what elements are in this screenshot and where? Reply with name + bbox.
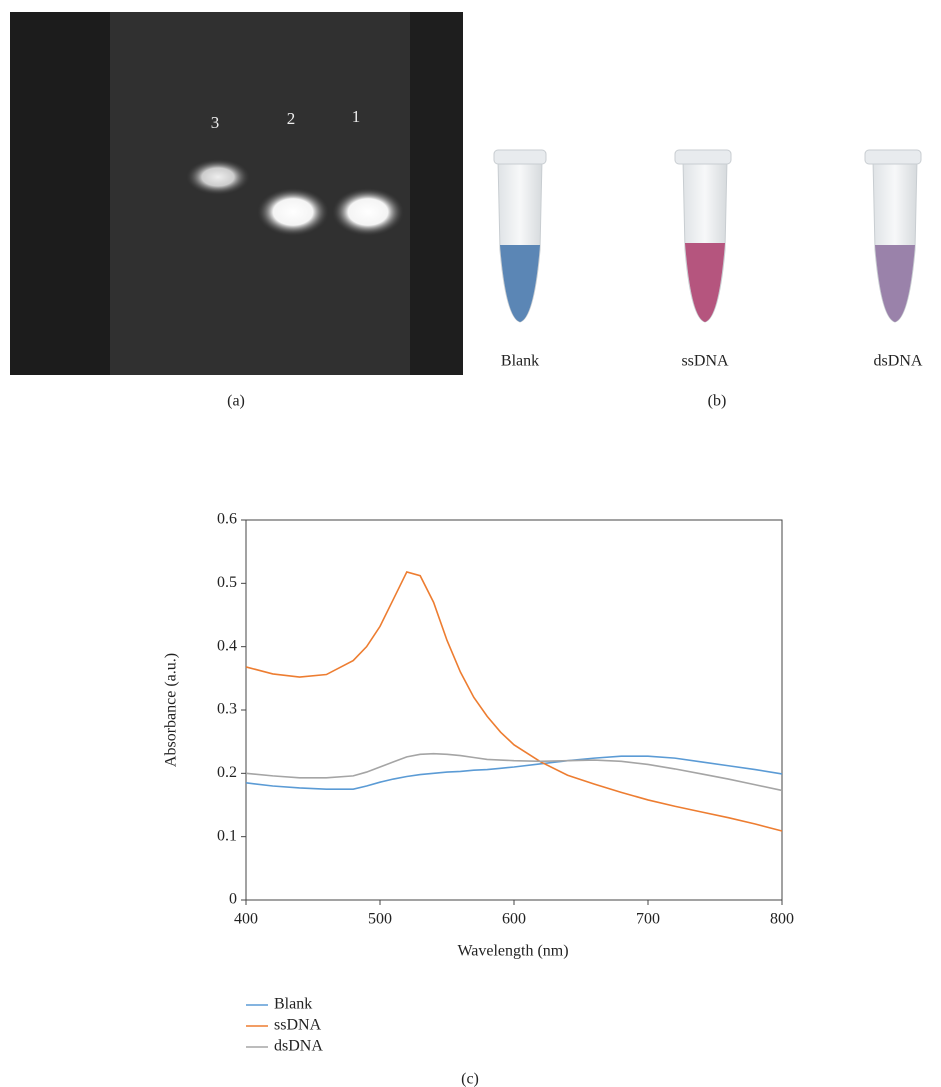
gel-band bbox=[257, 188, 329, 236]
panel-label: (a) bbox=[227, 393, 245, 410]
lane-label: 1 bbox=[352, 107, 361, 126]
series-line bbox=[245, 752, 783, 792]
tube bbox=[674, 149, 732, 323]
panel-label: (b) bbox=[708, 393, 727, 410]
tube bbox=[493, 149, 547, 323]
gel-edge bbox=[10, 12, 110, 375]
tube-label: ssDNA bbox=[681, 353, 729, 370]
tube-liquid bbox=[875, 245, 915, 322]
tube-liquid bbox=[685, 243, 725, 322]
tube-liquid bbox=[500, 245, 540, 322]
y-tick-label: 0.6 bbox=[217, 511, 237, 528]
gel-band bbox=[186, 159, 250, 195]
y-tick-label: 0 bbox=[229, 891, 237, 908]
x-tick-label: 500 bbox=[368, 911, 392, 928]
x-axis-title: Wavelength (nm) bbox=[457, 943, 568, 960]
panel-label: (c) bbox=[461, 1071, 479, 1087]
legend-label: ssDNA bbox=[274, 1017, 322, 1034]
legend-label: Blank bbox=[274, 996, 312, 1013]
y-axis-title: Absorbance (a.u.) bbox=[163, 653, 180, 767]
x-tick-label: 700 bbox=[636, 911, 660, 928]
y-tick-label: 0.2 bbox=[217, 764, 237, 781]
chart: Wavelength (nm) Absorbance (a.u.) (c) 0 0… bbox=[163, 511, 794, 1087]
y-tick-label: 0.5 bbox=[217, 574, 237, 591]
x-tick-label: 800 bbox=[770, 911, 794, 928]
tube-label: dsDNA bbox=[874, 353, 923, 370]
tube-cap bbox=[864, 149, 922, 165]
y-tick-label: 0.1 bbox=[217, 827, 237, 844]
tube bbox=[864, 149, 922, 323]
y-tick-label: 0.3 bbox=[217, 701, 237, 718]
x-tick-label: 600 bbox=[502, 911, 526, 928]
y-tick-label: 0.4 bbox=[217, 637, 237, 654]
plot-frame bbox=[245, 519, 783, 901]
series-line bbox=[245, 570, 783, 832]
tube-cap bbox=[493, 149, 547, 165]
x-tick-label: 400 bbox=[234, 911, 258, 928]
tube-label: Blank bbox=[501, 353, 539, 370]
lane-label: 2 bbox=[287, 109, 296, 128]
legend-label: dsDNA bbox=[274, 1038, 323, 1055]
gel-edge bbox=[410, 12, 463, 375]
gel-image: 3 2 1 bbox=[10, 12, 463, 375]
series-line bbox=[245, 755, 783, 790]
lane-label: 3 bbox=[211, 113, 220, 132]
tube-cap bbox=[674, 149, 732, 165]
gel-band bbox=[332, 188, 404, 236]
